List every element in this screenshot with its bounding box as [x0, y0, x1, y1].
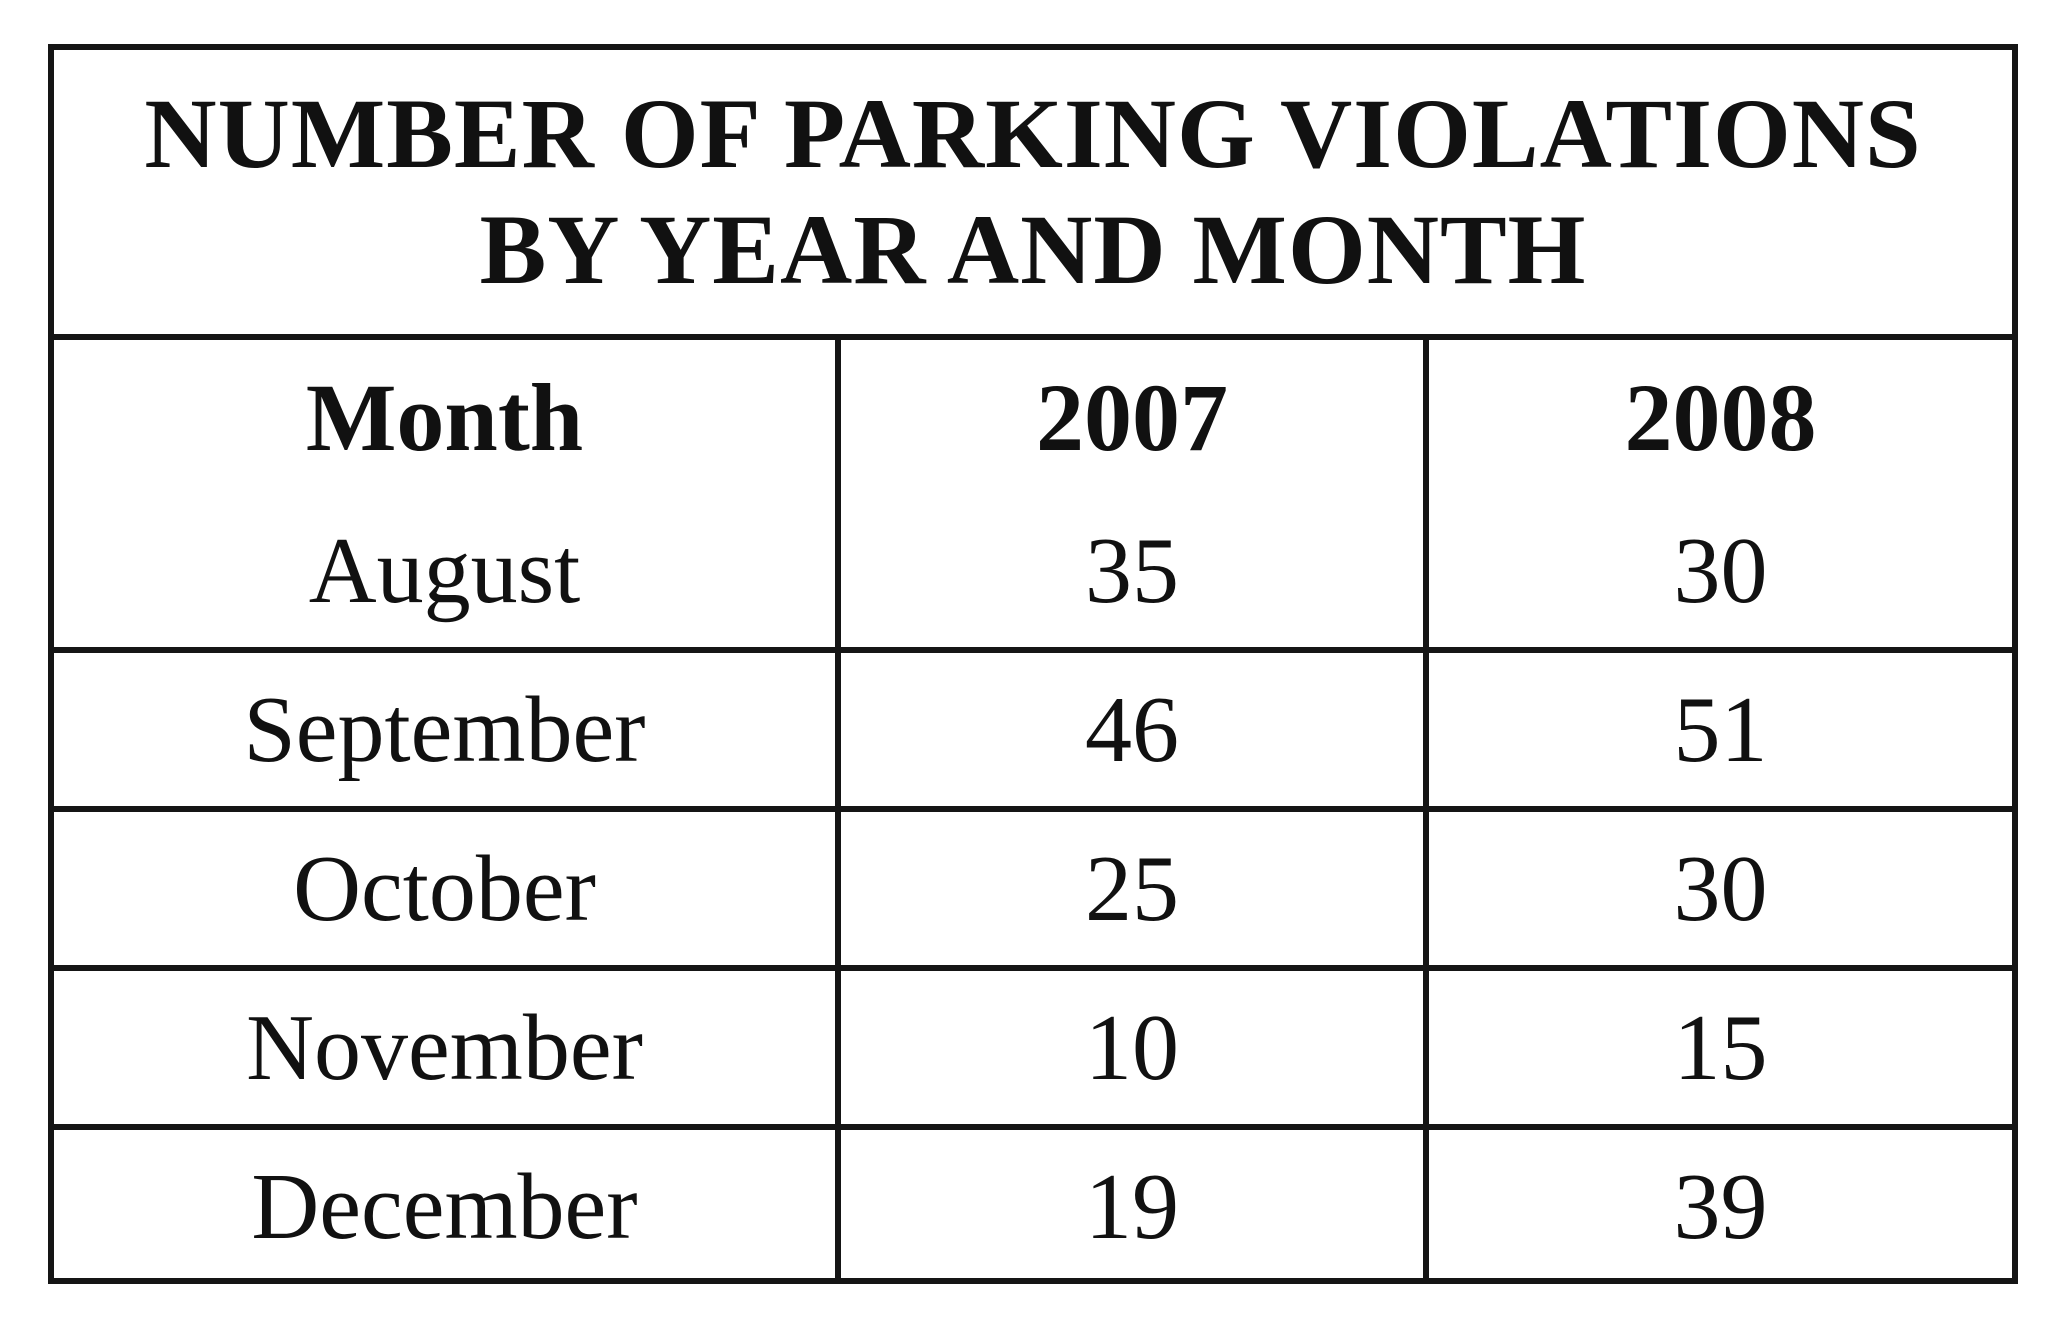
- cell-value-2008: 30: [1423, 494, 2012, 653]
- header-row: Month 2007 2008: [54, 340, 2012, 494]
- table-body: August 35 30 September 46 51 October 25 30 Novemb…: [54, 494, 2012, 1283]
- cell-month: December: [54, 1124, 841, 1283]
- cell-value-2007: 35: [835, 494, 1429, 653]
- header-2008: 2008: [1423, 340, 2012, 494]
- cell-month: August: [54, 494, 841, 653]
- table-row: November 10 15: [54, 965, 2012, 1130]
- table-row: August 35 30: [54, 494, 2012, 653]
- table-row: December 19 39: [54, 1124, 2012, 1283]
- table-title-line-1: NUMBER OF PARKING VIOLATIONS: [144, 78, 1922, 189]
- cell-value-2007: 19: [835, 1124, 1429, 1283]
- table-title: NUMBER OF PARKING VIOLATIONS BY YEAR AND…: [54, 50, 2012, 340]
- cell-value-2007: 10: [835, 965, 1429, 1130]
- violations-table: Month 2007 2008 August 35 30 September 46 51 O…: [54, 340, 2012, 1283]
- table-row: September 46 51: [54, 647, 2012, 812]
- cell-month: November: [54, 965, 841, 1130]
- cell-value-2008: 51: [1423, 647, 2012, 812]
- cell-value-2007: 25: [835, 806, 1429, 971]
- cell-value-2007: 46: [835, 647, 1429, 812]
- table-row: October 25 30: [54, 806, 2012, 971]
- cell-value-2008: 39: [1423, 1124, 2012, 1283]
- violations-table-frame: NUMBER OF PARKING VIOLATIONS BY YEAR AND…: [48, 44, 2018, 1284]
- cell-month: September: [54, 647, 841, 812]
- table-title-line-2: BY YEAR AND MONTH: [479, 194, 1587, 305]
- cell-value-2008: 30: [1423, 806, 2012, 971]
- cell-value-2008: 15: [1423, 965, 2012, 1130]
- cell-month: October: [54, 806, 841, 971]
- header-2007: 2007: [835, 340, 1429, 494]
- header-month: Month: [54, 340, 841, 494]
